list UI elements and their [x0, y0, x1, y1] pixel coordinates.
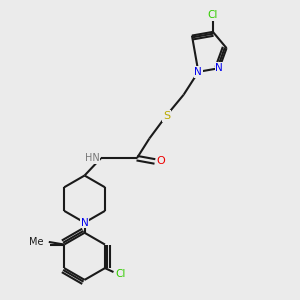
Text: O: O — [156, 157, 165, 166]
Text: N: N — [194, 67, 202, 77]
Text: Me: Me — [29, 237, 43, 247]
Text: N: N — [81, 218, 88, 228]
Text: N: N — [215, 63, 223, 73]
Text: Cl: Cl — [208, 10, 218, 20]
Text: S: S — [163, 111, 170, 121]
Text: Cl: Cl — [116, 269, 126, 279]
Text: HN: HN — [85, 153, 99, 163]
